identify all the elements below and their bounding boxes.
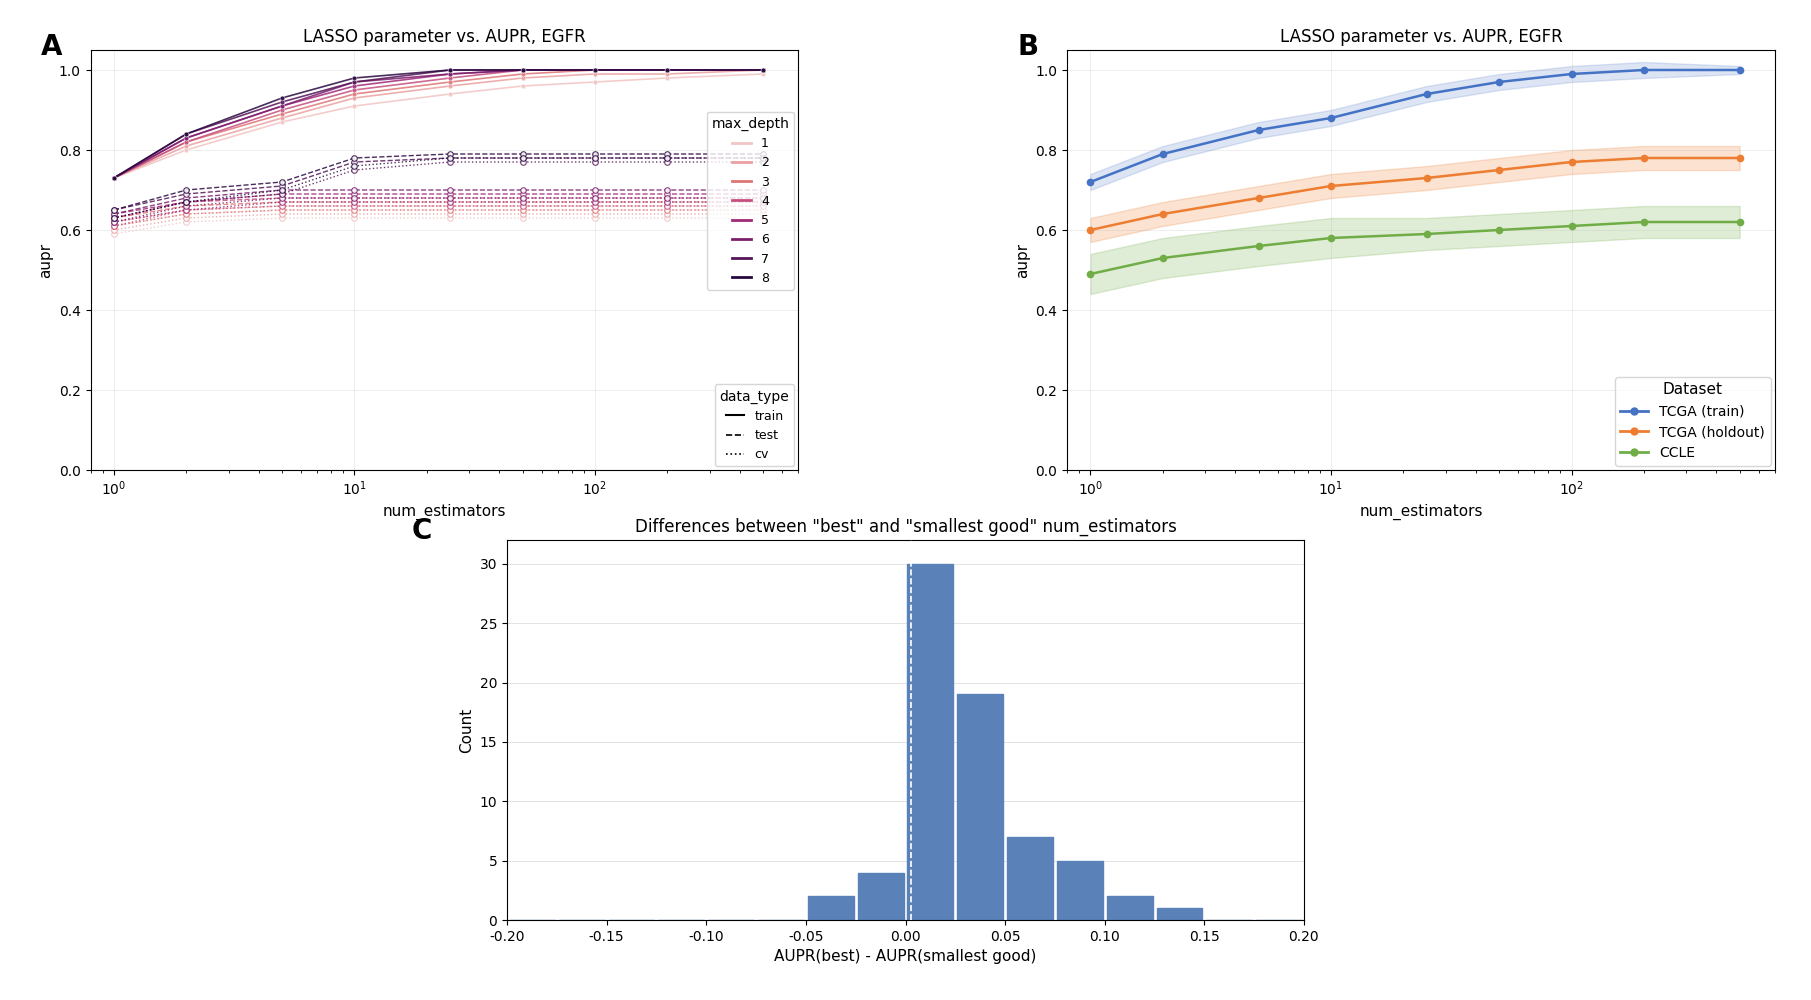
Bar — [1058, 861, 1103, 920]
Bar — [1157, 908, 1203, 920]
Y-axis label: aupr: aupr — [38, 242, 53, 278]
Title: LASSO parameter vs. AUPR, EGFR: LASSO parameter vs. AUPR, EGFR — [1280, 28, 1563, 46]
Bar — [1107, 896, 1152, 920]
Text: A: A — [42, 33, 63, 61]
Text: C: C — [411, 517, 431, 545]
Bar — [808, 896, 853, 920]
Legend: TCGA (train), TCGA (holdout), CCLE: TCGA (train), TCGA (holdout), CCLE — [1615, 377, 1771, 466]
Bar — [1007, 837, 1052, 920]
Text: B: B — [1018, 33, 1040, 61]
Bar — [858, 872, 904, 920]
Legend: train, test, cv: train, test, cv — [715, 384, 795, 466]
Bar — [907, 564, 953, 920]
Title: LASSO parameter vs. AUPR, EGFR: LASSO parameter vs. AUPR, EGFR — [302, 28, 585, 46]
Title: Differences between "best" and "smallest good" num_estimators: Differences between "best" and "smallest… — [634, 518, 1177, 536]
Y-axis label: Count: Count — [460, 707, 474, 753]
Bar — [958, 694, 1003, 920]
Y-axis label: aupr: aupr — [1014, 242, 1030, 278]
X-axis label: num_estimators: num_estimators — [1360, 504, 1483, 520]
X-axis label: AUPR(best) - AUPR(smallest good): AUPR(best) - AUPR(smallest good) — [775, 949, 1036, 964]
X-axis label: num_estimators: num_estimators — [382, 504, 505, 520]
